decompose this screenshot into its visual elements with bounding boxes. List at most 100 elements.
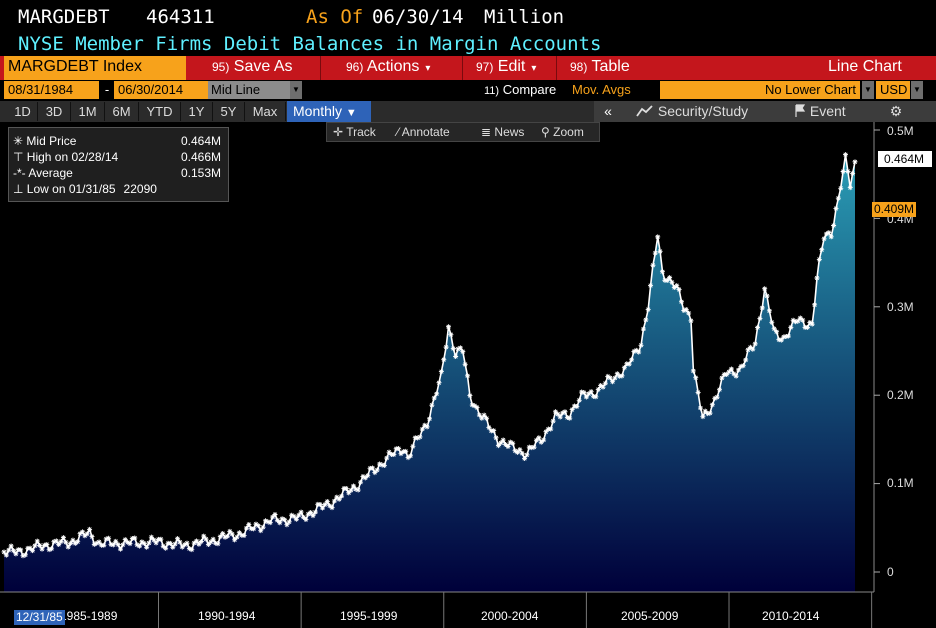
event-button[interactable]: Event	[794, 101, 846, 122]
data-point	[757, 315, 763, 321]
data-point	[453, 353, 459, 359]
collapse-button[interactable]: «	[604, 103, 612, 119]
data-point	[184, 540, 190, 546]
data-point	[51, 539, 57, 545]
data-point	[103, 536, 109, 542]
data-point	[724, 371, 730, 377]
period-ytd-button[interactable]: YTD	[139, 102, 181, 121]
data-point	[845, 168, 851, 174]
security-field[interactable]: MARGDEBT Index	[4, 56, 186, 80]
field-dropdown-icon[interactable]: ▼	[290, 81, 302, 99]
data-point	[84, 531, 90, 537]
currency-select[interactable]: USD	[876, 81, 910, 99]
data-point	[493, 435, 499, 441]
data-point	[18, 547, 24, 553]
settings-button[interactable]: ⚙	[886, 101, 906, 122]
table-button[interactable]: 98) Table	[570, 56, 630, 80]
data-point	[552, 409, 558, 415]
data-point	[572, 403, 578, 409]
end-date-input[interactable]: 06/30/2014	[114, 81, 208, 99]
actions-menu[interactable]: 96) Actions ▾	[346, 56, 430, 80]
news-tool[interactable]: ≣ News	[481, 123, 524, 141]
data-point	[281, 517, 287, 523]
lower-chart-select[interactable]: No Lower Chart	[660, 81, 860, 99]
data-point	[293, 516, 299, 522]
data-point	[339, 493, 345, 499]
data-point	[68, 540, 74, 546]
data-point	[141, 540, 147, 546]
data-point	[41, 542, 47, 548]
period-max-button[interactable]: Max	[245, 102, 286, 121]
data-point	[20, 553, 26, 559]
period-6m-button[interactable]: 6M	[105, 102, 139, 121]
save-as-num: 95)	[212, 60, 230, 74]
pencil-icon: ⁄	[397, 125, 400, 139]
annotate-tool[interactable]: ⁄ Annotate	[397, 123, 450, 141]
data-point	[289, 512, 295, 518]
data-point	[484, 415, 490, 421]
field-select[interactable]: Mid Line	[208, 81, 290, 99]
data-point	[327, 503, 333, 509]
security-description: NYSE Member Firms Debit Balances in Marg…	[18, 33, 602, 55]
data-point	[27, 545, 33, 551]
data-point	[415, 435, 421, 441]
data-point	[579, 389, 585, 395]
start-date-input[interactable]: 08/31/1984	[4, 81, 99, 99]
data-point	[410, 443, 416, 449]
compare-value[interactable]: Mov. Avgs	[572, 82, 631, 97]
lower-chart-dropdown-icon[interactable]: ▼	[862, 81, 874, 99]
data-point	[838, 185, 844, 191]
data-point	[797, 315, 803, 321]
data-point	[274, 517, 280, 523]
data-point	[738, 363, 744, 369]
period-1d-button[interactable]: 1D	[8, 102, 38, 121]
data-point	[77, 531, 83, 537]
data-point	[260, 524, 266, 530]
data-point	[712, 395, 718, 401]
chart-area[interactable]	[0, 122, 936, 628]
compare-button[interactable]: 11) Compare	[484, 81, 556, 99]
data-point	[127, 541, 133, 547]
data-point	[386, 449, 392, 455]
data-point	[49, 546, 55, 552]
data-point	[771, 326, 777, 332]
data-point	[614, 371, 620, 377]
data-point	[467, 393, 473, 399]
data-point	[272, 512, 278, 518]
data-point	[336, 496, 342, 502]
data-point	[241, 532, 247, 538]
legend[interactable]: ✳ Mid Price 0.464M ⊤ High on 02/28/14 0.46…	[8, 127, 229, 202]
data-point	[762, 286, 768, 292]
data-point	[417, 434, 423, 440]
data-point	[650, 262, 656, 268]
data-point	[117, 546, 123, 552]
period-5y-button[interactable]: 5Y	[213, 102, 245, 121]
data-point	[246, 521, 252, 527]
data-point	[507, 439, 513, 445]
data-point	[82, 533, 88, 539]
data-point	[840, 168, 846, 174]
period-1m-button[interactable]: 1M	[71, 102, 105, 121]
period-3d-button[interactable]: 3D	[38, 102, 71, 121]
data-point	[136, 543, 142, 549]
save-as-button[interactable]: 95) Save As	[212, 56, 293, 80]
data-point	[560, 410, 566, 416]
data-point	[362, 475, 368, 481]
security-study-button[interactable]: Security/Study	[636, 101, 748, 122]
zoom-tool[interactable]: ⚲ Zoom	[541, 123, 584, 141]
edit-menu[interactable]: 97) Edit ▾	[476, 56, 536, 80]
data-point	[764, 293, 770, 299]
currency-dropdown-icon[interactable]: ▼	[911, 81, 923, 99]
data-point	[258, 528, 264, 534]
frequency-select[interactable]: Monthly ▼	[287, 101, 371, 122]
data-point	[39, 546, 45, 552]
track-tool[interactable]: ✛ Track	[333, 123, 376, 141]
period-1y-button[interactable]: 1Y	[181, 102, 213, 121]
data-point	[205, 542, 211, 548]
data-point	[736, 367, 742, 373]
data-point	[512, 448, 518, 454]
frequency-dropdown-icon: ▼	[345, 107, 357, 119]
chart-type-label[interactable]: Line Chart	[828, 58, 902, 75]
data-point	[648, 282, 654, 288]
data-point	[850, 170, 856, 176]
